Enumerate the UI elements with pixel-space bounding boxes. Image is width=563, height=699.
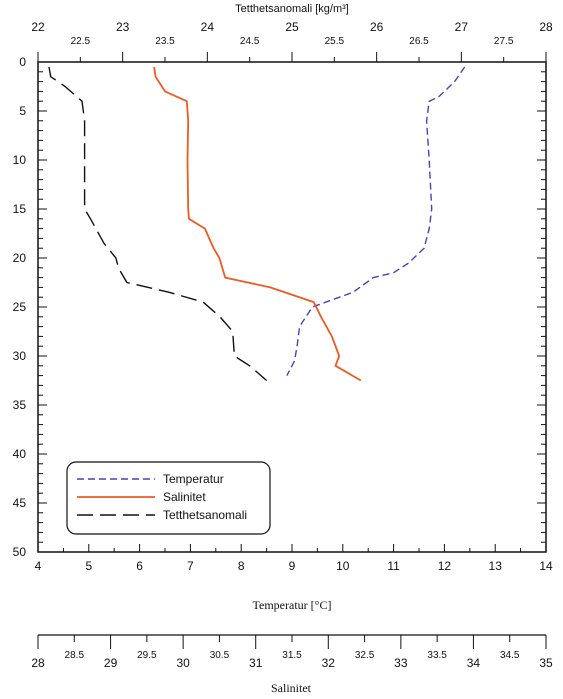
legend-label-temperatur: Temperatur [163,472,224,486]
y-tick-label: 40 [13,447,27,461]
temperature-tick-label: 6 [136,559,143,573]
density-tick-label: 24 [201,20,215,34]
salinity-tick-label: 32 [322,656,336,670]
legend-box [66,461,271,535]
salinity-tick-label: 30 [176,656,190,670]
y-tick-label: 20 [13,251,27,265]
y-tick-label: 30 [13,349,27,363]
y-tick-label: 45 [13,496,27,510]
y-tick-label: 25 [13,300,27,314]
plot-area [37,61,547,553]
salinity-tick-label: 31 [249,656,263,670]
series-group [48,66,466,382]
density-tick-label: 25 [285,20,299,34]
salinity-tick-label: 29 [104,656,118,670]
salinity-tick-label: 34 [467,656,481,670]
density-tick-label: 26 [370,20,384,34]
salinity-minor-tick-label: 28.5 [65,650,85,661]
salinity-minor-tick-label: 34.5 [500,650,520,661]
density-minor-tick-label: 24.5 [240,36,260,47]
salinity-minor-tick-label: 32.5 [355,650,375,661]
temperature-tick-label: 5 [85,559,92,573]
density-minor-tick-label: 25.5 [325,36,345,47]
legend: Temperatur Salinitet Tetthetsanomali [66,461,271,535]
y-tick-label: 0 [19,55,26,69]
density-tick-label: 28 [539,20,553,34]
temperature-axis-title: Temperatur [°C] [253,598,332,612]
temperature-tick-label: 14 [539,559,553,573]
salinity-tick-label: 35 [539,656,553,670]
y-tick-label: 50 [13,545,27,559]
series-line-salinitet [153,66,362,382]
temperature-tick-label: 8 [238,559,245,573]
y-tick-label: 5 [19,104,26,118]
y-tick-label: 10 [13,153,27,167]
salinity-minor-tick-label: 31.5 [282,650,302,661]
temperature-tick-label: 13 [489,559,503,573]
salinity-minor-tick-label: 29.5 [137,650,157,661]
temperature-tick-label: 11 [387,559,400,573]
density-minor-tick-label: 23.5 [155,36,175,47]
temperature-tick-label: 12 [438,559,452,573]
salinity-minor-tick-label: 33.5 [427,650,447,661]
series-line-temperatur [286,66,466,376]
y-tick-label: 15 [13,202,27,216]
series-line-tetthetsanomali [48,66,268,382]
density-tick-label: 23 [116,20,130,34]
temperature-tick-label: 10 [336,559,350,573]
density-minor-tick-label: 26.5 [409,36,429,47]
density-tick-label: 22 [31,20,45,34]
density-minor-tick-label: 27.5 [494,36,514,47]
salinity-tick-label: 33 [394,656,408,670]
salinity-axis-title: Salinitet [271,681,312,695]
y-tick-label: 35 [13,398,27,412]
density-tick-label: 27 [455,20,469,34]
temperature-tick-label: 9 [289,559,296,573]
salinity-minor-tick-label: 30.5 [210,650,230,661]
legend-label-salinitet: Salinitet [163,490,206,504]
temperature-tick-label: 4 [35,559,42,573]
salinity-tick-label: 28 [31,656,45,670]
legend-label-tetthetsanomali: Tetthetsanomali [163,508,247,522]
temperature-tick-label: 7 [187,559,194,573]
density-minor-tick-label: 22.5 [71,36,91,47]
density-axis-title: Tetthetsanomali [kg/m³] [235,3,349,15]
